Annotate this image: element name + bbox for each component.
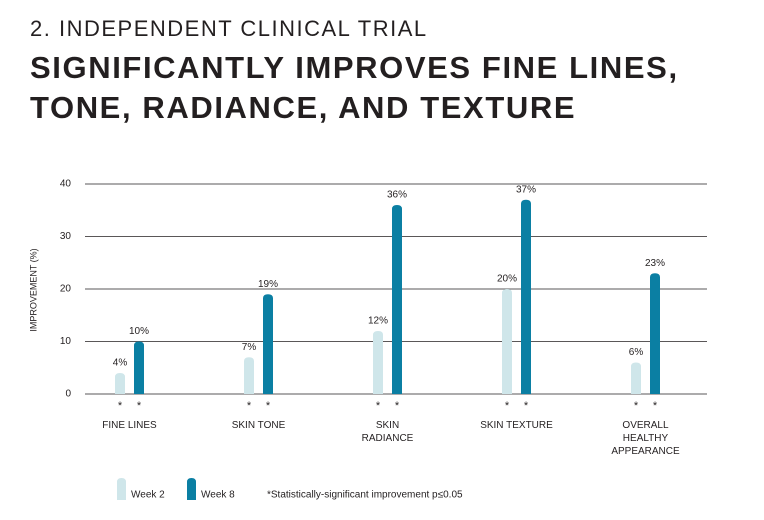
bar	[502, 289, 512, 394]
footnote: *Statistically-significant improvement p…	[267, 490, 463, 501]
value-label: 12%	[368, 316, 388, 327]
value-label: 7%	[242, 342, 257, 353]
subtitle: 2. INDEPENDENT CLINICAL TRIAL	[30, 16, 428, 41]
bar	[392, 205, 402, 394]
y-tick-label: 20	[60, 284, 72, 295]
x-tick-label: SKIN RADIANCE	[361, 420, 414, 444]
value-label: 10%	[129, 326, 149, 337]
y-tick-label: 40	[60, 179, 72, 190]
significance-marker: *	[505, 400, 510, 412]
chart-title: SIGNIFICANTLY IMPROVES FINE LINES, TONE,…	[30, 50, 679, 125]
value-label: 23%	[645, 258, 665, 269]
value-label: 20%	[497, 274, 517, 285]
significance-marker: *	[395, 400, 400, 412]
y-tick-label: 10	[60, 336, 72, 347]
x-tick-label: FINE LINES	[102, 420, 157, 431]
y-tick-label: 0	[65, 389, 71, 400]
bar	[263, 294, 273, 394]
significance-marker: *	[137, 400, 142, 412]
value-label: 6%	[629, 347, 644, 358]
value-label: 19%	[258, 279, 278, 290]
x-tick-label: SKIN TEXTURE	[480, 420, 553, 431]
bar	[521, 199, 531, 394]
bar	[373, 331, 383, 394]
value-label: 37%	[516, 184, 536, 195]
significance-marker: *	[524, 400, 529, 412]
bar	[631, 362, 641, 394]
legend-label: Week 8	[201, 490, 235, 501]
significance-marker: *	[247, 400, 252, 412]
value-label: 4%	[113, 358, 128, 369]
legend-swatch	[187, 478, 196, 500]
x-tick-label: OVERALL HEALTHY APPEARANCE	[611, 420, 680, 457]
value-label: 36%	[387, 190, 407, 201]
significance-marker: *	[634, 400, 639, 412]
bar	[650, 273, 660, 394]
x-tick-label: SKIN TONE	[231, 420, 286, 431]
legend-label: Week 2	[131, 490, 165, 501]
significance-marker: *	[118, 400, 123, 412]
bar	[134, 341, 144, 394]
y-tick-label: 30	[60, 231, 72, 242]
bar	[115, 373, 125, 394]
legend-swatch	[117, 478, 126, 500]
significance-marker: *	[376, 400, 381, 412]
significance-marker: *	[266, 400, 271, 412]
y-axis-label: IMPROVEMENT (%)	[28, 248, 38, 331]
significance-marker: *	[653, 400, 658, 412]
bar	[244, 357, 254, 394]
